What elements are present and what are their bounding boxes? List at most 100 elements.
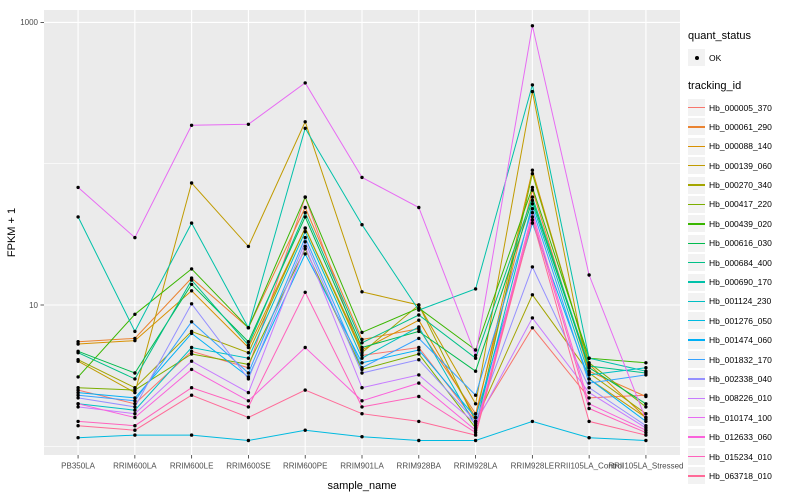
data-point [360, 435, 364, 439]
data-point [133, 396, 137, 400]
legend-item-Hb_000690_170: Hb_000690_170 [688, 273, 798, 291]
line-swatch-icon [688, 397, 705, 400]
legend: quant_status OK tracking_id Hb_000005_37… [688, 30, 798, 487]
line-swatch-icon [688, 164, 705, 167]
legend-key-swatch [688, 215, 705, 233]
line-swatch-icon [688, 145, 705, 147]
data-point [530, 221, 535, 225]
legend-item-Hb_000088_140: Hb_000088_140 [688, 137, 798, 155]
data-point [417, 345, 421, 350]
data-point [417, 373, 421, 377]
line-swatch-icon [688, 261, 705, 264]
data-point [644, 412, 648, 416]
data-point [530, 207, 535, 211]
data-point [417, 313, 421, 317]
data-point [189, 352, 194, 356]
line-swatch-icon [688, 436, 705, 438]
data-point [133, 399, 137, 403]
line-swatch-icon [688, 126, 705, 128]
data-point [360, 290, 364, 294]
data-point [360, 345, 364, 350]
data-point [360, 341, 364, 345]
data-point [189, 278, 194, 282]
x-tick-label: RRIM600SE [226, 462, 270, 471]
data-point [644, 373, 648, 377]
data-point [644, 438, 648, 443]
data-point [417, 348, 421, 352]
data-point [473, 438, 478, 443]
data-point [133, 424, 137, 428]
data-point [530, 172, 535, 176]
tracking-id-label: Hb_008226_010 [709, 393, 772, 404]
legend-key-swatch [688, 312, 705, 330]
legend-key-swatch [688, 157, 705, 175]
data-point [473, 412, 478, 416]
legend-key-swatch [688, 118, 705, 136]
data-point [303, 205, 307, 210]
legend-item-Hb_001276_050: Hb_001276_050 [688, 312, 798, 330]
data-point [133, 388, 137, 392]
data-point [133, 412, 137, 416]
legend-key-swatch [688, 273, 705, 291]
data-point [530, 24, 535, 28]
data-point [133, 405, 137, 409]
quant-status-items: OK [688, 49, 798, 66]
tracking-id-label: Hb_000684_400 [709, 257, 772, 268]
x-tick-label: RRIM928LA [454, 462, 498, 471]
data-point [360, 353, 364, 358]
line-swatch-icon [688, 339, 705, 341]
tracking-id-items: Hb_000005_370 Hb_000061_290 Hb_000088_140 H… [688, 99, 798, 485]
line-swatch-icon [688, 281, 705, 283]
data-point [76, 436, 80, 440]
data-point [473, 433, 478, 437]
legend-key-swatch [688, 409, 705, 427]
data-point [530, 195, 535, 199]
data-point [189, 320, 194, 324]
data-point [303, 126, 307, 130]
data-point [530, 202, 535, 206]
data-point [133, 235, 137, 240]
data-point [587, 356, 591, 360]
data-point [303, 211, 307, 215]
data-point [133, 408, 137, 412]
line-swatch-icon [688, 184, 705, 186]
data-point [360, 361, 364, 365]
data-point [360, 330, 364, 335]
data-point [644, 361, 648, 365]
x-tick-label: RRIM928BA [397, 462, 442, 471]
point-symbol-icon [694, 55, 699, 60]
data-point [587, 390, 591, 395]
data-point [246, 122, 251, 127]
legend-item-Hb_001474_060: Hb_001474_060 [688, 331, 798, 349]
line-swatch-icon [688, 203, 705, 206]
legend-key-swatch [688, 195, 705, 213]
data-point [644, 366, 648, 370]
data-point [360, 405, 364, 409]
data-point [133, 371, 137, 375]
data-point [303, 120, 307, 124]
tracking-id-label: Hb_063718_010 [709, 470, 772, 481]
tracking-id-label: Hb_001832_170 [709, 354, 772, 365]
legend-key-swatch [688, 99, 705, 116]
legend-key-swatch [688, 254, 705, 272]
tracking-id-label: Hb_012633_060 [709, 432, 772, 443]
tracking-id-label: Hb_015234_010 [709, 451, 772, 462]
data-point [303, 195, 307, 199]
legend-item-Hb_015234_010: Hb_015234_010 [688, 448, 798, 466]
data-point [246, 340, 251, 344]
data-point [587, 396, 591, 400]
data-point [587, 436, 591, 440]
data-point [417, 419, 421, 424]
data-point [246, 345, 251, 350]
tracking-id-label: Hb_000061_290 [709, 121, 772, 132]
data-point [360, 223, 364, 227]
data-point [417, 205, 421, 210]
data-point [587, 381, 591, 385]
data-point [246, 405, 251, 409]
line-swatch-icon [688, 378, 705, 380]
data-point [644, 430, 648, 435]
legend-title-tracking-id: tracking_id [688, 80, 742, 92]
data-point [587, 377, 591, 381]
